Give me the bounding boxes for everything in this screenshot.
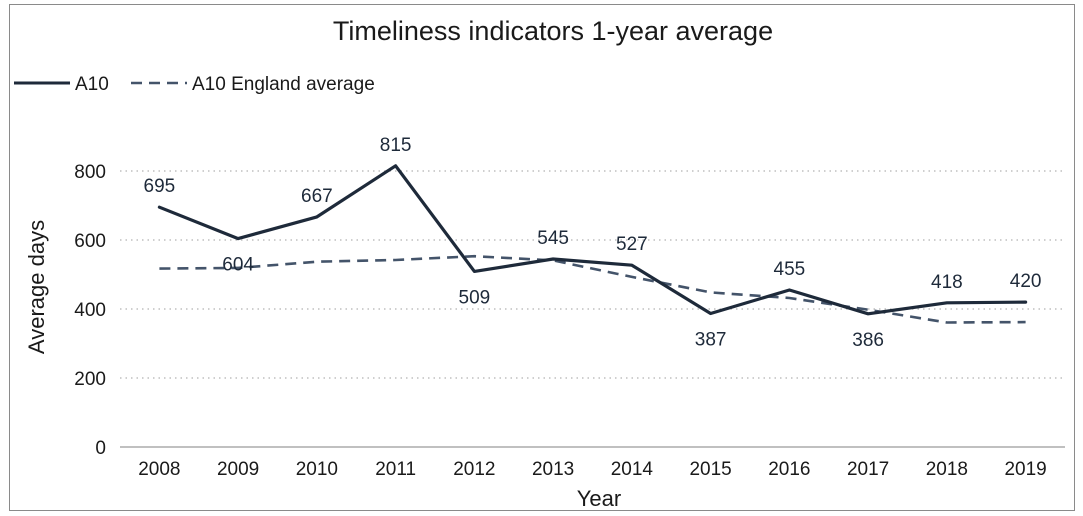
series-line-a10: [157, 164, 1028, 316]
data-label-2010: 667: [301, 186, 333, 207]
x-tick-label-2015: 2015: [689, 459, 731, 480]
x-tick-label-2014: 2014: [611, 459, 654, 480]
legend-label-a10: A10: [75, 74, 109, 95]
y-axis-title: Average days: [24, 220, 49, 354]
data-labels: 695 604 667 815 509 545 527 387 455 386 418 420: [144, 135, 1042, 351]
x-tick-label-2012: 2012: [453, 459, 495, 480]
chart-frame: [9, 4, 1075, 511]
chart-title: Timeliness indicators 1-year average: [333, 16, 773, 46]
x-tick-label-2018: 2018: [926, 459, 968, 480]
data-label-2009: 604: [222, 255, 254, 276]
data-label-2013: 545: [537, 228, 569, 249]
data-label-2015: 387: [695, 329, 727, 350]
data-label-2019: 420: [1010, 271, 1042, 292]
data-label-2008: 695: [144, 176, 176, 197]
x-tick-label-2008: 2008: [138, 459, 180, 480]
legend-label-england-average: A10 England average: [192, 74, 375, 95]
x-tick-label-2010: 2010: [296, 459, 338, 480]
data-label-2018: 418: [931, 272, 963, 293]
y-tick-label-0: 0: [95, 438, 106, 459]
y-tick-label-600: 600: [74, 231, 106, 252]
x-tick-label-2019: 2019: [1004, 459, 1046, 480]
x-axis-title: Year: [577, 486, 621, 511]
y-tick-label-800: 800: [74, 162, 106, 183]
data-label-2016: 455: [774, 259, 806, 280]
gridlines: [120, 170, 1065, 448]
data-label-2014: 527: [616, 234, 648, 255]
y-tick-label-400: 400: [74, 300, 106, 321]
y-axis-ticks: 0 200 400 600 800: [74, 162, 106, 459]
series-line-a10-england-average: [159, 254, 1026, 324]
legend: A10 A10 England average: [14, 74, 375, 95]
data-label-2011: 815: [380, 135, 412, 156]
x-axis-ticks: 2008 2009 2010 2011 2012 2013 2014 2015 2016 2017…: [138, 459, 1047, 480]
x-tick-label-2011: 2011: [375, 459, 416, 480]
x-tick-label-2016: 2016: [768, 459, 810, 480]
series-layer: [157, 164, 1028, 324]
data-label-2017: 386: [852, 330, 884, 351]
x-tick-label-2009: 2009: [217, 459, 259, 480]
x-tick-label-2017: 2017: [847, 459, 889, 480]
data-label-2012: 509: [459, 287, 491, 308]
y-tick-label-200: 200: [74, 369, 106, 390]
x-tick-label-2013: 2013: [532, 459, 574, 480]
